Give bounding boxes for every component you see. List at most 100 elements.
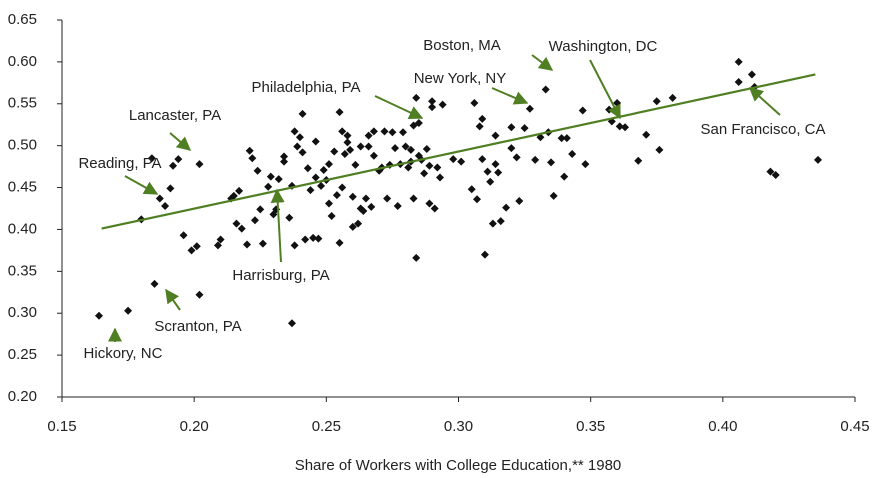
point [562, 134, 571, 143]
point [293, 142, 302, 151]
point [478, 155, 487, 164]
point [332, 191, 341, 200]
point [412, 253, 421, 262]
point [327, 212, 336, 221]
point [232, 219, 241, 228]
point [457, 157, 466, 166]
point [195, 290, 204, 299]
point [478, 114, 487, 123]
point [655, 145, 664, 154]
point [668, 93, 677, 102]
point [420, 169, 429, 178]
point [747, 70, 756, 79]
point [306, 186, 315, 195]
point [324, 199, 333, 208]
point [248, 154, 257, 163]
point [216, 235, 225, 244]
point [488, 219, 497, 228]
point [364, 142, 373, 151]
point [264, 182, 273, 191]
point [388, 128, 397, 137]
point [502, 203, 511, 212]
x-tick-label: 0.30 [444, 418, 473, 435]
point [414, 119, 423, 128]
annotation: Boston, MA [423, 37, 501, 54]
point [335, 108, 344, 117]
point [430, 204, 439, 213]
point [369, 127, 378, 136]
point [266, 172, 275, 181]
point [404, 163, 413, 172]
y-tick-label: 0.60 [8, 53, 37, 70]
point [340, 150, 349, 159]
point [398, 128, 407, 137]
annotation-arrow [124, 175, 159, 195]
point [369, 151, 378, 160]
point [324, 160, 333, 169]
annotation-arrow [270, 188, 285, 263]
x-axis-title: Share of Workers with College Education,… [295, 457, 622, 474]
point [256, 205, 265, 214]
point [473, 195, 482, 204]
point [520, 124, 529, 133]
point [734, 77, 743, 86]
point [406, 145, 415, 154]
point [243, 240, 252, 249]
point [391, 144, 400, 153]
point [301, 235, 310, 244]
x-tick-label: 0.15 [47, 418, 76, 435]
point [346, 145, 355, 154]
point [150, 279, 159, 288]
point [766, 167, 775, 176]
point [338, 127, 347, 136]
point [642, 130, 651, 139]
point [475, 122, 484, 131]
x-tick-label: 0.40 [708, 418, 737, 435]
point [285, 213, 294, 222]
point [512, 153, 521, 162]
point [581, 160, 590, 169]
point [438, 100, 447, 109]
point [367, 202, 376, 211]
point [229, 191, 238, 200]
point [179, 231, 188, 240]
point [311, 173, 320, 182]
point [309, 233, 318, 242]
point [491, 131, 500, 140]
point [250, 216, 259, 225]
point [303, 164, 312, 173]
point [295, 133, 304, 142]
point [491, 160, 500, 169]
point [515, 196, 524, 205]
point [311, 137, 320, 146]
point [541, 85, 550, 94]
point [383, 194, 392, 203]
point [449, 155, 458, 164]
point [615, 122, 624, 131]
annotation: Philadelphia, PA [252, 79, 361, 96]
point [813, 155, 822, 164]
annotation: Hickory, NC [84, 345, 163, 362]
annotation-arrow [491, 87, 529, 105]
point [422, 145, 431, 154]
point [124, 306, 133, 315]
x-tick-label: 0.20 [180, 418, 209, 435]
point [298, 148, 307, 157]
annotation-arrow [374, 95, 424, 119]
point [338, 183, 347, 192]
y-tick-label: 0.25 [8, 346, 37, 363]
point [380, 127, 389, 136]
point [428, 97, 437, 106]
point [507, 123, 516, 132]
y-tick-label: 0.35 [8, 262, 37, 279]
annotation: Washington, DC [549, 38, 658, 55]
point [351, 160, 360, 169]
point [734, 57, 743, 66]
point [319, 165, 328, 174]
point [95, 311, 104, 320]
annotation: Reading, PA [78, 155, 161, 172]
point [494, 168, 503, 177]
point [425, 161, 434, 170]
point [330, 147, 339, 156]
point [213, 241, 222, 250]
